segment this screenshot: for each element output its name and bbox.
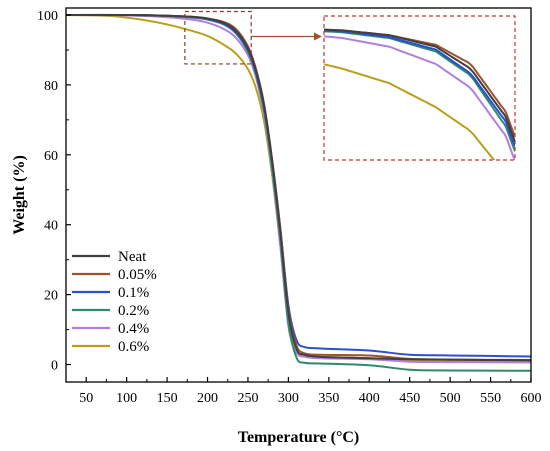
zoom-arrow-head [314, 32, 322, 41]
y-axis-title: Weight (%) [11, 155, 28, 235]
x-tick-label: 50 [79, 391, 93, 406]
x-tick-label: 100 [116, 391, 137, 406]
y-tick-label: 0 [51, 359, 58, 374]
plot-frame [65, 7, 532, 383]
x-tick-label: 600 [521, 391, 542, 406]
legend-label: 0.1% [118, 285, 149, 301]
x-tick-label: 500 [440, 391, 461, 406]
legend-label: 0.4% [118, 321, 149, 337]
y-tick-label: 60 [44, 149, 58, 164]
x-tick-label: 200 [197, 391, 218, 406]
legend-label: 0.6% [118, 339, 149, 355]
legend-label: Neat [118, 249, 147, 265]
inset-series-line-3 [324, 29, 515, 147]
x-axis-title: Temperature (°C) [238, 429, 359, 446]
legend-label: 0.2% [118, 303, 149, 319]
y-tick-label: 20 [44, 289, 58, 304]
x-tick-label: 550 [480, 391, 501, 406]
y-tick-label: 100 [37, 9, 58, 24]
x-tick-label: 150 [157, 391, 178, 406]
inset-series-line-6 [324, 63, 496, 160]
inset-series-line-1 [324, 28, 515, 143]
zoom-source-box [184, 10, 252, 65]
x-tick-label: 450 [399, 391, 420, 406]
y-tick-label: 40 [44, 219, 58, 234]
inset-series-line-5 [324, 35, 515, 160]
x-tick-label: 250 [237, 391, 258, 406]
series-layer [66, 13, 531, 372]
zoom-indicator [184, 10, 322, 65]
series-line-1 [66, 13, 531, 362]
x-tick-label: 300 [278, 391, 299, 406]
inset-plot [323, 15, 516, 161]
legend: Neat 0.05% 0.1% 0.2% 0.4% 0.6% [72, 249, 157, 355]
x-tick-label: 350 [318, 391, 339, 406]
x-tick-label: 400 [359, 391, 380, 406]
legend-label: 0.05% [118, 267, 157, 283]
y-tick-label: 80 [44, 79, 58, 94]
axes: 50 100 150 200 250 300 350 400 450 500 550 600 0 20 40… [37, 7, 542, 406]
inset-series [324, 28, 515, 160]
inset-frame [323, 15, 516, 161]
